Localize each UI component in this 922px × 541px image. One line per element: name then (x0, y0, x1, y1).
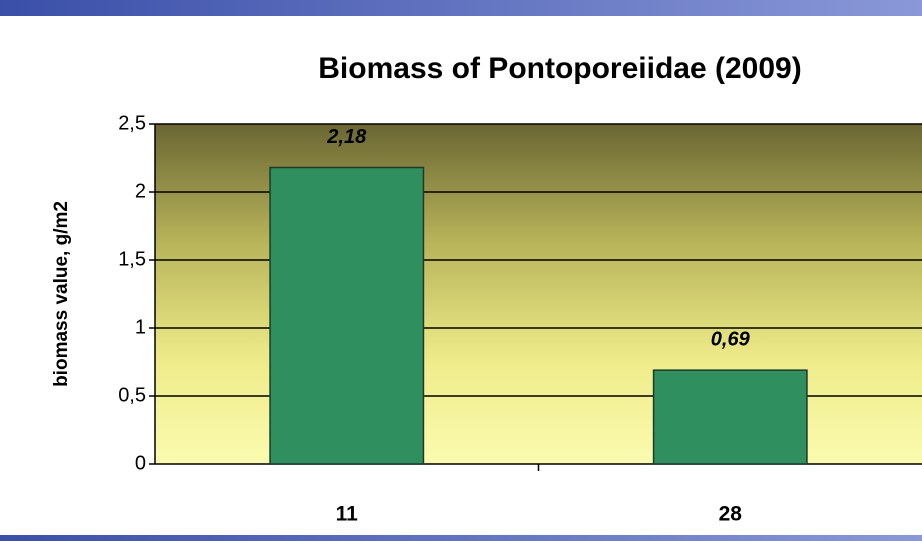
chart-title: Biomass of Pontoporeiidae (2009) (318, 52, 801, 85)
bar (269, 166, 425, 465)
y-tick-label: 1 (135, 316, 146, 338)
value-label: 0,69 (711, 328, 751, 350)
x-tick-label: 11 (336, 503, 359, 526)
value-label: 2,18 (326, 126, 367, 148)
top-band (0, 0, 922, 16)
y-tick-label: 0 (135, 452, 146, 474)
y-tick-label: 2 (135, 180, 146, 202)
bar (652, 369, 808, 465)
y-tick-label: 0,5 (118, 384, 146, 406)
y-axis-label: biomass value, g/m2 (51, 201, 72, 387)
x-tick-label: 28 (719, 503, 743, 526)
y-tick-label: 1,5 (118, 248, 146, 270)
y-tick-label: 2,5 (118, 112, 146, 134)
bottom-band (0, 535, 922, 541)
